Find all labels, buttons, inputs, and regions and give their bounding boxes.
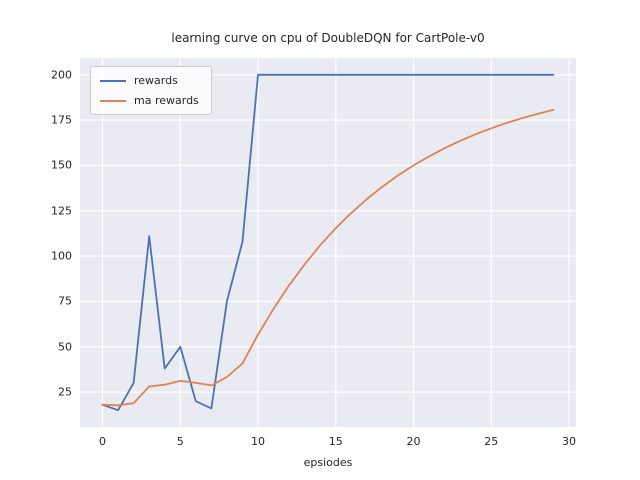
y-tick-label: 175 <box>51 113 72 127</box>
legend-label-ma-rewards: ma rewards <box>134 94 199 107</box>
chart-canvas <box>80 58 576 427</box>
x-tick-label: 25 <box>484 435 499 448</box>
chart-title: learning curve on cpu of DoubleDQN for C… <box>171 31 485 45</box>
y-tick-label: 125 <box>51 204 72 218</box>
y-tick-label: 150 <box>51 158 72 172</box>
x-tick-label: 10 <box>251 435 266 448</box>
y-tick-label: 75 <box>58 294 72 308</box>
y-tick-label: 25 <box>58 385 72 399</box>
series-line-1 <box>101 108 555 407</box>
x-tick-label: 5 <box>176 435 184 448</box>
ma-rewards-line-swatch <box>100 99 126 102</box>
y-tick-label: 200 <box>51 68 72 82</box>
legend-label-rewards: rewards <box>134 74 178 87</box>
y-tick-label: 50 <box>58 340 72 354</box>
x-tick-label: 15 <box>328 435 343 448</box>
series-line-0 <box>101 73 555 412</box>
legend: rewards ma rewards <box>90 66 212 115</box>
x-tick-label: 0 <box>99 435 107 448</box>
rewards-line-swatch <box>100 79 126 82</box>
legend-item-ma-rewards[interactable]: ma rewards <box>100 94 199 107</box>
plot-area: rewards ma rewards <box>80 58 576 427</box>
y-tick-label: 100 <box>51 249 72 263</box>
x-axis-label: epsiodes <box>303 456 353 469</box>
legend-item-rewards[interactable]: rewards <box>100 74 199 87</box>
x-tick-label: 30 <box>562 435 576 448</box>
x-tick-label: 20 <box>406 435 421 448</box>
